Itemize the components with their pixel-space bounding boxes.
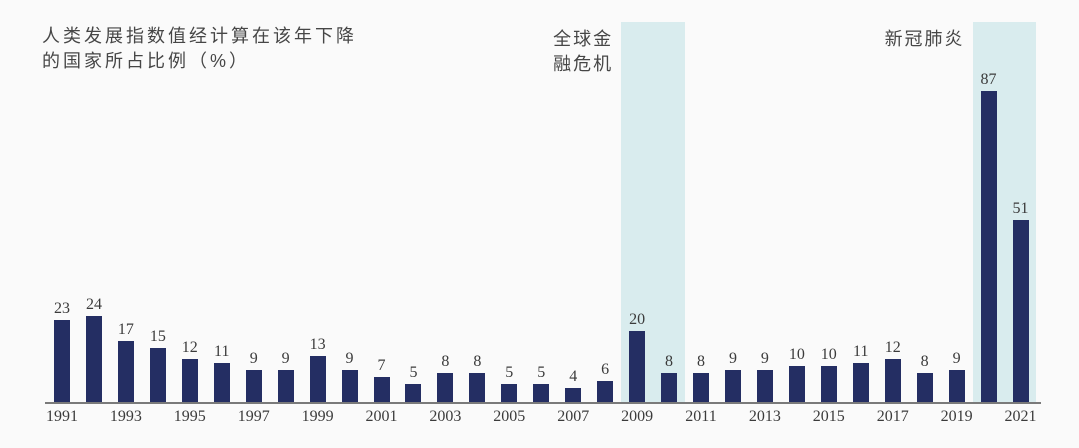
annotation-label-line: 全球金 [553,29,614,49]
bar-value-label: 4 [569,368,578,385]
bar [405,384,422,402]
bar [629,331,646,402]
x-tick-label: 1993 [109,408,142,425]
bar [277,370,294,402]
bar-value-label: 11 [214,343,230,360]
chart-title: 人类发展指数值经计算在该年下降 的国家所占比例（%） [42,24,357,74]
x-tick-label: 2007 [557,408,590,425]
bar-value-label: 51 [1012,200,1029,217]
bar [852,363,869,402]
bar-value-label: 8 [697,353,705,370]
chart-title-line1: 人类发展指数值经计算在该年下降 [42,26,357,46]
bar [916,373,933,402]
bar [693,373,709,402]
x-tick-label: 2015 [812,408,845,425]
bar-value-label: 17 [117,321,134,338]
bar-value-label: 87 [980,71,997,88]
bar [117,341,134,402]
bar-value-label: 8 [441,353,450,370]
x-tick-label: 2003 [429,408,462,425]
annotation-label: 全球金 融危机 [553,27,613,77]
bar-value-label: 5 [409,364,418,381]
x-tick-label: 1995 [173,408,206,425]
bar [309,356,326,402]
bar-value-label: 15 [149,328,166,345]
bar [54,320,70,402]
annotation-label: 新冠肺炎 [885,27,965,52]
bar [597,381,614,402]
bar [661,373,678,402]
bar [85,316,102,402]
bar-value-label: 9 [249,350,258,367]
x-tick-label: 2009 [621,408,654,425]
bar [501,384,518,402]
x-tick-label: 1997 [237,408,270,425]
bar-value-label: 9 [952,350,961,367]
bar [437,373,454,402]
x-tick-label: 2021 [1004,408,1037,425]
bar-value-label: 9 [281,350,290,367]
bar [724,370,741,402]
bar-value-label: 7 [377,357,386,374]
x-tick-label: 2013 [748,408,781,425]
bar-value-label: 9 [728,350,737,367]
x-axis-line [45,402,1041,404]
bar-value-label: 5 [537,364,546,381]
bar-value-label: 12 [884,339,901,356]
bar [1012,220,1029,402]
x-tick-label: 1999 [301,408,334,425]
bar [181,359,198,402]
bar [373,377,390,402]
bar-value-label: 9 [760,350,769,367]
bar-value-label: 8 [473,353,482,370]
bar-value-label: 10 [788,346,805,363]
bar-value-label: 8 [665,353,674,370]
x-tick-label: 2011 [685,408,717,425]
bar [469,373,486,402]
x-tick-label: 2019 [940,408,973,425]
bar [756,370,773,402]
bar-value-label: 9 [345,350,354,367]
annotation-label-line: 融危机 [553,54,614,74]
x-tick-label: 2017 [876,408,909,425]
bar [149,348,166,402]
bar [565,388,582,402]
bar-value-label: 20 [629,311,646,328]
bar [533,384,550,402]
x-tick-label: 1991 [46,408,78,425]
x-tick-label: 2005 [493,408,526,425]
bar [213,363,230,402]
bar [788,366,805,402]
bar-value-label: 5 [505,364,514,381]
bar-value-label: 24 [85,296,102,313]
bar [980,91,997,402]
bar [820,366,837,402]
bar-value-label: 23 [54,300,70,317]
bar-value-label: 6 [601,361,610,378]
chart-title-line2: 的国家所占比例（%） [42,51,251,71]
bar-value-label: 8 [920,353,929,370]
bar-value-label: 10 [820,346,837,363]
x-tick-label: 2001 [365,408,398,425]
bar-value-label: 11 [853,343,869,360]
bar [884,359,901,402]
bar [245,370,262,402]
annotation-label-line: 新冠肺炎 [884,29,965,49]
bar-value-label: 13 [309,336,326,353]
bar [341,370,358,402]
bar [948,370,965,402]
bar-value-label: 12 [181,339,198,356]
